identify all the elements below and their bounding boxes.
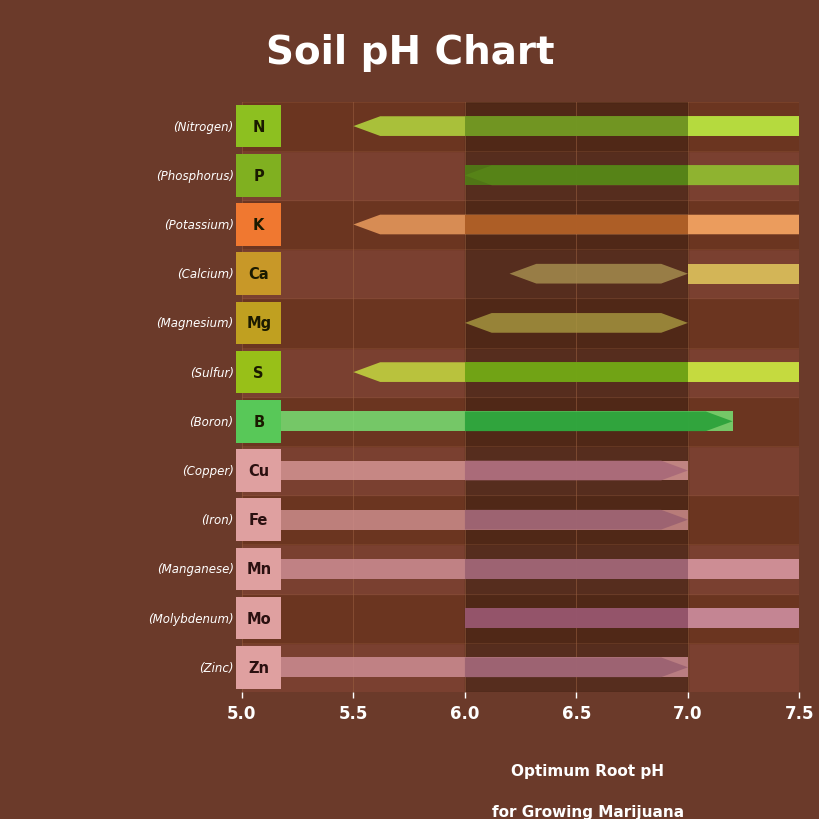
Text: (Magnesium): (Magnesium) [156,317,233,330]
Polygon shape [242,412,731,432]
Text: Fe: Fe [249,513,268,527]
Text: (Manganese): (Manganese) [156,563,233,576]
Text: N: N [252,120,265,134]
Polygon shape [464,609,799,628]
Polygon shape [464,117,687,137]
Polygon shape [464,412,731,432]
Polygon shape [242,559,799,579]
Polygon shape [687,166,799,186]
Text: Cu: Cu [248,464,269,478]
Polygon shape [509,265,687,284]
Bar [242,250,799,299]
Polygon shape [242,510,687,530]
Polygon shape [464,314,687,333]
Polygon shape [687,609,799,628]
Bar [242,545,799,594]
Text: (Sulfur): (Sulfur) [189,366,233,379]
Text: for Growing Marijuana: for Growing Marijuana [491,804,683,819]
Polygon shape [242,658,687,677]
Text: (Phosphorus): (Phosphorus) [156,170,233,183]
Text: (Copper): (Copper) [182,464,233,477]
Polygon shape [464,658,687,677]
Text: Mn: Mn [246,562,271,577]
Polygon shape [687,559,799,579]
Text: (Boron): (Boron) [189,415,233,428]
Polygon shape [687,265,799,284]
Text: S: S [253,365,264,380]
Polygon shape [353,117,799,137]
Polygon shape [353,215,799,235]
Text: Zn: Zn [248,660,269,675]
Text: Ca: Ca [248,267,269,282]
Bar [242,643,799,692]
Polygon shape [464,166,687,186]
Bar [242,348,799,397]
Polygon shape [687,363,799,382]
Text: (Calcium): (Calcium) [177,268,233,281]
Text: Mo: Mo [246,611,271,626]
Text: K: K [253,218,264,233]
Polygon shape [242,461,687,481]
Bar [242,594,799,643]
Bar [242,299,799,348]
Bar [242,397,799,446]
Polygon shape [464,609,687,628]
Text: (Molybdenum): (Molybdenum) [148,612,233,625]
Text: (Iron): (Iron) [201,514,233,527]
Polygon shape [464,215,687,235]
Polygon shape [353,363,799,382]
Polygon shape [464,363,687,382]
Text: Soil pH Chart: Soil pH Chart [265,34,554,72]
Polygon shape [687,117,799,137]
Bar [464,102,687,692]
Bar [242,495,799,545]
Text: (Zinc): (Zinc) [199,661,233,674]
Text: (Nitrogen): (Nitrogen) [174,120,233,133]
Text: B: B [253,414,264,429]
Text: Mg: Mg [246,316,271,331]
Bar [242,446,799,495]
Polygon shape [464,510,687,530]
Text: Optimum Root pH: Optimum Root pH [510,762,663,778]
Polygon shape [464,166,799,186]
Text: (Potassium): (Potassium) [164,219,233,232]
Polygon shape [687,215,799,235]
Polygon shape [464,461,687,481]
Polygon shape [464,559,687,579]
Bar [242,102,799,152]
Bar [242,201,799,250]
Bar [242,152,799,201]
Text: P: P [253,169,264,183]
